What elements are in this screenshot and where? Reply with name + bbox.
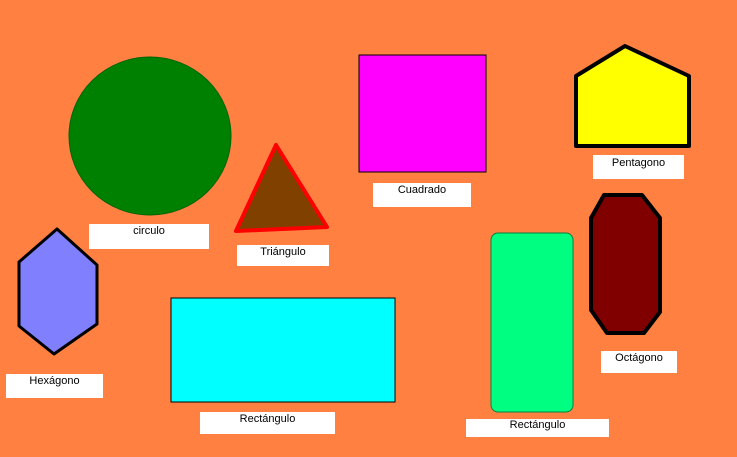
octagon-shape[interactable] xyxy=(589,193,662,335)
wide-rectangle-shape[interactable] xyxy=(170,297,396,403)
square-label-text: Cuadrado xyxy=(397,184,447,196)
hexagon-label-text: Hexágono xyxy=(29,375,80,387)
tall-rectangle-label-text: Rectángulo xyxy=(509,419,566,431)
square-label: Cuadrado xyxy=(373,183,471,207)
hexagon-shape[interactable] xyxy=(17,227,99,356)
octagon-label-text: Octágono xyxy=(615,352,663,364)
pentagon-label: Pentagono xyxy=(593,155,684,179)
circle-label-text: circulo xyxy=(133,225,165,237)
pentagon-label-text: Pentagono xyxy=(611,157,666,169)
wide-rectangle-label: Rectángulo xyxy=(200,412,335,434)
square-shape[interactable] xyxy=(358,54,487,173)
octagon-label: Octágono xyxy=(601,351,677,373)
pentagon-shape[interactable] xyxy=(574,44,691,148)
tall-rectangle-label: Rectángulo xyxy=(466,419,609,437)
circle-label: circulo xyxy=(89,224,209,249)
triangle-label-text: Triángulo xyxy=(260,246,306,258)
hexagon-label: Hexágono xyxy=(6,374,103,398)
wide-rectangle-label-text: Rectángulo xyxy=(239,413,296,425)
triangle-label: Triángulo xyxy=(237,245,329,266)
circle-shape[interactable] xyxy=(68,56,232,216)
tall-rectangle-shape[interactable] xyxy=(490,232,574,413)
triangle-shape[interactable] xyxy=(234,143,329,233)
